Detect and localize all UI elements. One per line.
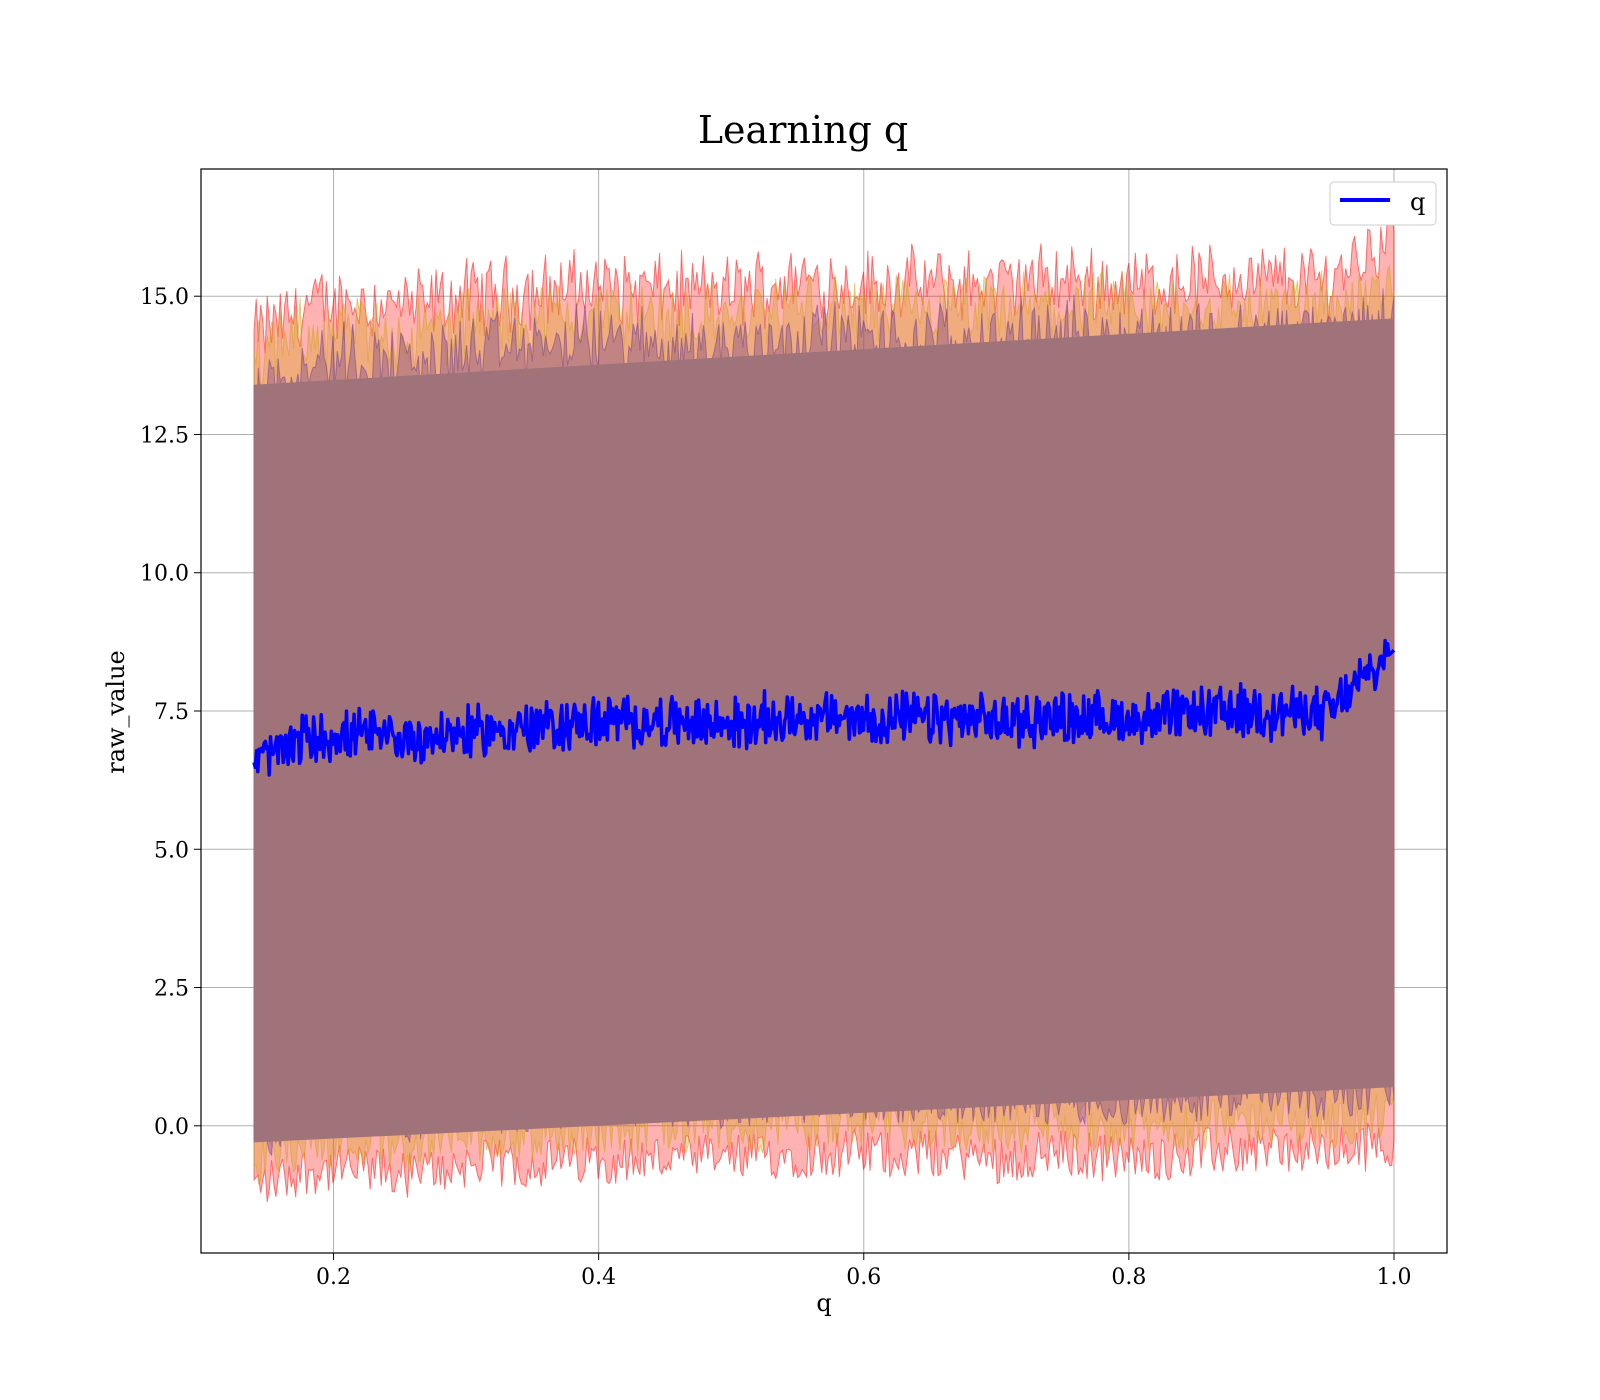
x-tick-label-4: 1.0 (1376, 1265, 1411, 1290)
y-tick-label-4: 10.0 (140, 562, 189, 587)
x-tick-label-3: 0.8 (1111, 1265, 1146, 1290)
y-tick-label-5: 12.5 (140, 423, 189, 448)
series (252, 638, 1396, 777)
y-axis-ticks: 0.0 2.5 5.0 7.5 10.0 12.5 15.0 (140, 285, 201, 1140)
y-axis-label: raw_value (102, 650, 130, 774)
x-tick-label-1: 0.4 (581, 1265, 616, 1290)
y-tick-label-3: 7.5 (154, 700, 189, 725)
series-line-q (252, 638, 1396, 777)
y-tick-label-6: 15.0 (140, 285, 189, 310)
bands (253, 205, 1395, 1202)
y-tick-label-2: 5.0 (154, 838, 189, 863)
y-tick-label-0: 0.0 (154, 1115, 189, 1140)
x-axis-ticks: 0.2 0.4 0.6 0.8 1.0 (316, 1253, 1411, 1290)
legend-box (1329, 181, 1437, 226)
y-tick-label-1: 2.5 (154, 977, 189, 1002)
x-axis-label: q (816, 1289, 831, 1317)
x-tick-label-0: 0.2 (316, 1265, 351, 1290)
legend-label-q: q (1410, 188, 1425, 216)
band-body (254, 318, 1394, 1143)
legend: q (1329, 181, 1437, 226)
x-tick-label-2: 0.6 (846, 1265, 881, 1290)
chart-title: Learning q (698, 108, 908, 152)
